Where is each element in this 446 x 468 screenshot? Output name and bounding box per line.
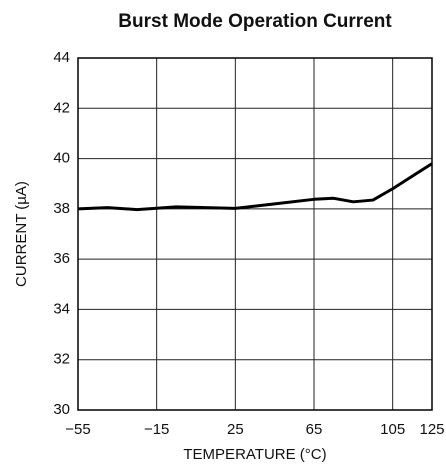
y-tick-label: 38 [53,200,70,217]
x-tick-label: 125 [419,421,444,438]
x-tick-label: −55 [65,421,90,438]
y-tick-label: 34 [53,300,70,317]
x-axis-label: TEMPERATURE (°C) [183,446,326,463]
y-tick-label: 36 [53,250,70,267]
data-line [77,162,433,212]
y-tick-label: 44 [53,49,70,66]
x-tick-label: −15 [144,421,169,438]
plot-frame [77,57,433,411]
y-tick-label: 30 [53,401,70,418]
chart-title: Burst Mode Operation Current [118,11,392,32]
y-axis-label: CURRENT (µA) [13,181,30,287]
x-tick-label: 65 [306,421,323,438]
x-tick-label: 25 [227,421,244,438]
y-tick-label: 32 [53,351,70,368]
y-tick-label: 40 [53,150,70,167]
y-tick-label: 42 [53,99,70,116]
x-tick-label: 105 [380,421,405,438]
